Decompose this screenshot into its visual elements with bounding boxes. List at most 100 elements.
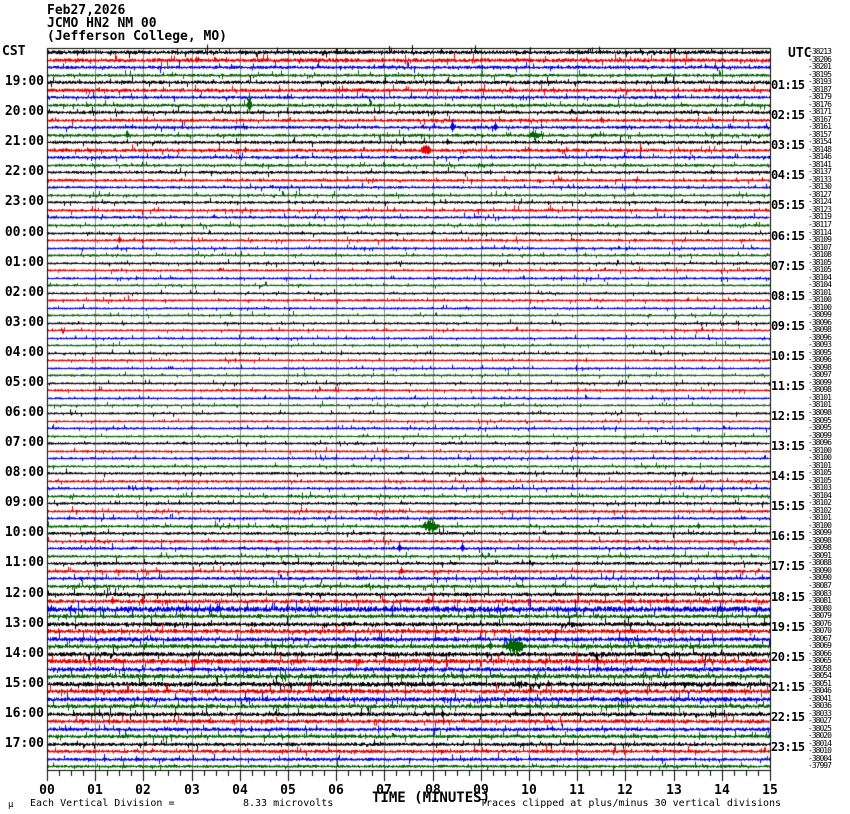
trace-offset-value: -38099 xyxy=(808,310,832,319)
trace-offset-value: -38096 xyxy=(808,333,832,342)
utc-hour-label: 05:15 xyxy=(771,198,805,212)
mu-mark: μ xyxy=(8,800,14,810)
trace-offset-value: -38127 xyxy=(808,190,832,199)
trace-offset-value: -38193 xyxy=(808,77,832,86)
cst-hour-label: 11:00 xyxy=(4,555,44,570)
cst-hour-label: 01:00 xyxy=(4,255,44,270)
utc-hour-label: 22:15 xyxy=(771,710,805,724)
trace-offset-value: -38171 xyxy=(808,107,832,116)
utc-hour-label: 14:15 xyxy=(771,469,805,483)
trace-offset-value: -38004 xyxy=(808,754,832,763)
cst-hour-label: 12:00 xyxy=(4,586,44,601)
trace-offset-value: -38100 xyxy=(808,446,832,455)
trace-offset-value: -38096 xyxy=(808,438,832,447)
title-date: Feb27,2026 xyxy=(47,3,126,18)
trace-offset-value: -38090 xyxy=(808,573,832,582)
utc-hour-label: 08:15 xyxy=(771,289,805,303)
trace-offset-value: -38099 xyxy=(808,431,832,440)
trace-offset-value: -38098 xyxy=(808,363,832,372)
utc-hour-label: 11:15 xyxy=(771,379,805,393)
trace-offset-value: -38123 xyxy=(808,205,832,214)
cst-hour-label: 08:00 xyxy=(4,465,44,480)
trace-offset-value: -37997 xyxy=(808,761,832,770)
cst-hour-label: 13:00 xyxy=(4,616,44,631)
trace-offset-value: -38058 xyxy=(808,664,832,673)
utc-hour-label: 06:15 xyxy=(771,229,805,243)
utc-hour-label: 15:15 xyxy=(771,499,805,513)
trace-offset-value: -38105 xyxy=(808,265,832,274)
trace-offset-value: -38195 xyxy=(808,70,832,79)
cst-hour-label: 04:00 xyxy=(4,345,44,360)
cst-hour-label: 16:00 xyxy=(4,706,44,721)
cst-hour-label: 15:00 xyxy=(4,676,44,691)
cst-hour-label: 19:00 xyxy=(4,74,44,89)
clipping-note: Traces clipped at plus/minus 30 vertical… xyxy=(480,798,782,809)
utc-hour-label: 10:15 xyxy=(771,349,805,363)
trace-offset-value: -38101 xyxy=(808,461,832,470)
cst-hour-label: 21:00 xyxy=(4,134,44,149)
division-label: Each Vertical Division = xyxy=(30,798,175,809)
minute-tick-label: 15 xyxy=(762,783,778,798)
trace-offset-value: -38046 xyxy=(808,686,832,695)
cst-hour-label: 23:00 xyxy=(4,194,44,209)
trace-offset-value: -38119 xyxy=(808,212,832,221)
trace-offset-value: -38100 xyxy=(808,521,832,530)
trace-offset-value: -38130 xyxy=(808,182,832,191)
trace-offset-value: -38033 xyxy=(808,709,832,718)
trace-offset-value: -38095 xyxy=(808,416,832,425)
minute-tick-label: 06 xyxy=(328,783,344,798)
trace-offset-value: -38141 xyxy=(808,160,832,169)
cst-hour-label: 03:00 xyxy=(4,315,44,330)
trace-offset-value: -38105 xyxy=(808,258,832,267)
trace-offset-value: -38102 xyxy=(808,498,832,507)
trace-offset-value: -38067 xyxy=(808,634,832,643)
trace-offset-value: -38099 xyxy=(808,528,832,537)
trace-offset-value: -38179 xyxy=(808,92,832,101)
utc-hour-label: 16:15 xyxy=(771,529,805,543)
trace-offset-value: -38101 xyxy=(808,288,832,297)
trace-offset-value: -38109 xyxy=(808,235,832,244)
trace-offset-value: -38098 xyxy=(808,543,832,552)
trace-offset-value: -38090 xyxy=(808,566,832,575)
utc-hour-label: 21:15 xyxy=(771,680,805,694)
utc-hour-label: 20:15 xyxy=(771,650,805,664)
trace-offset-value: -38100 xyxy=(808,295,832,304)
trace-offset-value: -38054 xyxy=(808,671,832,680)
trace-offset-value: -38093 xyxy=(808,340,832,349)
utc-hour-label: 01:15 xyxy=(771,78,805,92)
trace-offset-value: -38104 xyxy=(808,280,832,289)
trace-offset-value: -38104 xyxy=(808,491,832,500)
trace-offset-value: -38137 xyxy=(808,167,832,176)
trace-offset-value: -38088 xyxy=(808,558,832,567)
minute-tick-label: 03 xyxy=(184,783,200,798)
trace-offset-value: -38098 xyxy=(808,536,832,545)
utc-hour-label: 19:15 xyxy=(771,620,805,634)
minute-tick-label: 00 xyxy=(39,783,55,798)
trace-offset-value: -38099 xyxy=(808,378,832,387)
trace-offset-value: -38070 xyxy=(808,626,832,635)
trace-offset-value: -38101 xyxy=(808,513,832,522)
trace-offset-value: -38146 xyxy=(808,152,832,161)
trace-offset-value: -38095 xyxy=(808,423,832,432)
trace-offset-value: -38201 xyxy=(808,62,832,71)
division-value: 8.33 microvolts xyxy=(243,798,334,809)
cst-hour-label: 20:00 xyxy=(4,104,44,119)
trace-offset-value: -38103 xyxy=(808,483,832,492)
utc-hour-label: 23:15 xyxy=(771,740,805,754)
trace-offset-value: -38096 xyxy=(808,318,832,327)
utc-hour-label: 17:15 xyxy=(771,559,805,573)
minute-tick-label: 12 xyxy=(617,783,633,798)
trace-offset-value: -38176 xyxy=(808,100,832,109)
trace-offset-value: -38102 xyxy=(808,506,832,515)
trace-offset-value: -38020 xyxy=(808,731,832,740)
trace-offset-value: -38148 xyxy=(808,145,832,154)
trace-offset-value: -38091 xyxy=(808,551,832,560)
trace-offset-value: -38105 xyxy=(808,476,832,485)
trace-offset-value: -38154 xyxy=(808,137,832,146)
trace-offset-value: -38080 xyxy=(808,604,832,613)
trace-offset-value: -38104 xyxy=(808,273,832,282)
trace-offset-value: -38101 xyxy=(808,400,832,409)
minute-tick-label: 09 xyxy=(473,783,489,798)
